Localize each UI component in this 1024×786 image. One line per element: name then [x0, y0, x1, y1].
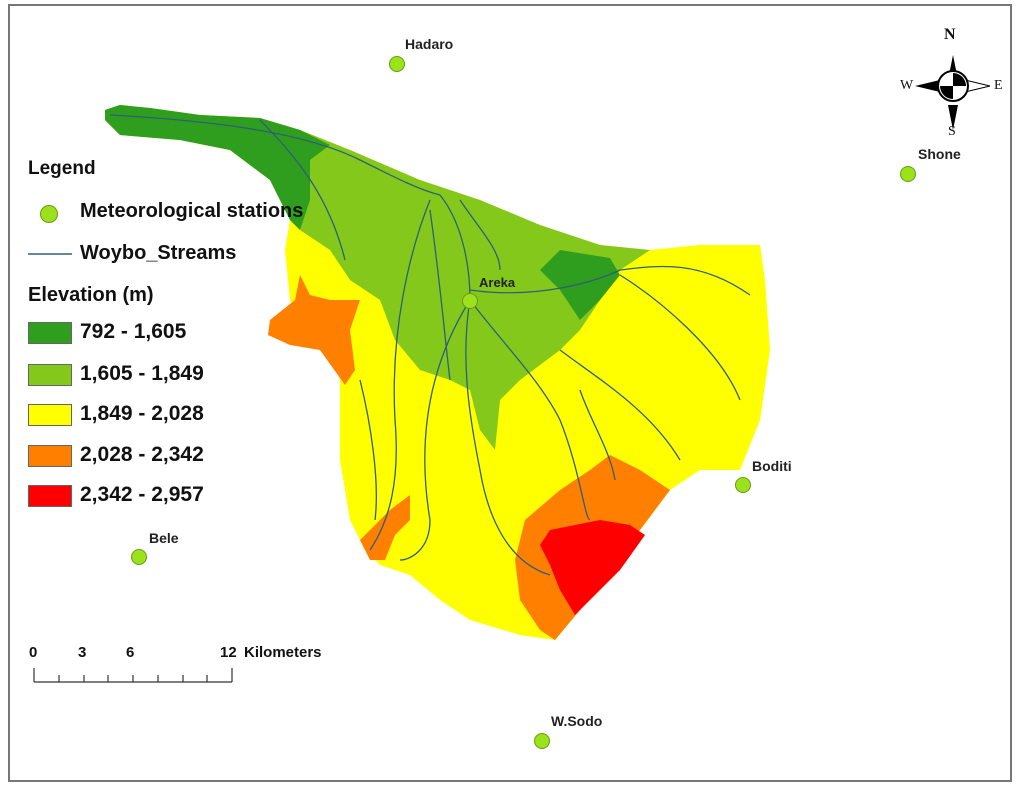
legend-swatch [28, 404, 72, 426]
stations-legend-label: Meteorological stations [80, 200, 304, 222]
elevation-legend-title: Elevation (m) [28, 284, 154, 306]
zone-orange-west [268, 275, 360, 385]
station-marker [462, 293, 478, 309]
east-label: E [994, 78, 1003, 93]
station-label: W.Sodo [551, 713, 603, 729]
station-marker [389, 56, 405, 72]
legend-swatch [28, 445, 72, 467]
station-legend-icon [40, 205, 58, 223]
legend-class-label: 2,028 - 2,342 [80, 443, 204, 466]
north-arrow [915, 55, 991, 130]
station-marker [131, 549, 147, 565]
stream [469, 299, 591, 521]
station-label: Boditi [752, 458, 792, 474]
stream [559, 349, 681, 461]
stream [465, 299, 551, 576]
station-marker [534, 733, 550, 749]
stream [429, 209, 451, 381]
scale-tick-label: 6 [126, 644, 135, 661]
scale-unit-label: Kilometers [244, 644, 322, 661]
legend-class-label: 1,849 - 2,028 [80, 402, 204, 425]
stream [359, 379, 377, 521]
stream [109, 114, 441, 196]
station-label: Areka [479, 275, 516, 290]
legend-class-label: 1,605 - 1,849 [80, 362, 204, 385]
legend-class-label: 792 - 1,605 [80, 320, 187, 343]
station-marker [900, 166, 916, 182]
south-label: S [948, 124, 956, 139]
map-frame [8, 4, 1012, 782]
scale-tick-label: 0 [29, 644, 38, 661]
stream [579, 389, 616, 481]
stream [459, 199, 501, 271]
station-marker [735, 477, 751, 493]
legend-swatch [28, 364, 72, 386]
legend-swatch [28, 322, 72, 344]
stream [399, 299, 471, 561]
scale-bar [33, 668, 233, 683]
station-label: Hadaro [405, 36, 454, 52]
north-label: N [944, 26, 956, 43]
stream [469, 265, 751, 296]
zone-dark-green-2 [540, 250, 620, 320]
zone-light-green [105, 105, 650, 450]
scale-tick-label: 3 [78, 644, 87, 661]
station-label: Bele [149, 530, 179, 546]
streams [109, 114, 751, 576]
zone-orange-southwest [360, 495, 410, 560]
stream [439, 194, 471, 301]
stream [369, 199, 431, 551]
streams-legend-label: Woybo_Streams [80, 242, 237, 264]
scale-tick-label: 12 [220, 644, 237, 661]
station-label: Shone [918, 146, 961, 162]
legend-class-label: 2,342 - 2,957 [80, 483, 204, 506]
zone-red [540, 520, 645, 615]
legend-swatch [28, 485, 72, 507]
stream [619, 274, 741, 401]
zone-dark-green [105, 105, 330, 230]
west-label: W [900, 78, 914, 93]
stream [259, 119, 346, 261]
legend-title: Legend [28, 158, 96, 179]
